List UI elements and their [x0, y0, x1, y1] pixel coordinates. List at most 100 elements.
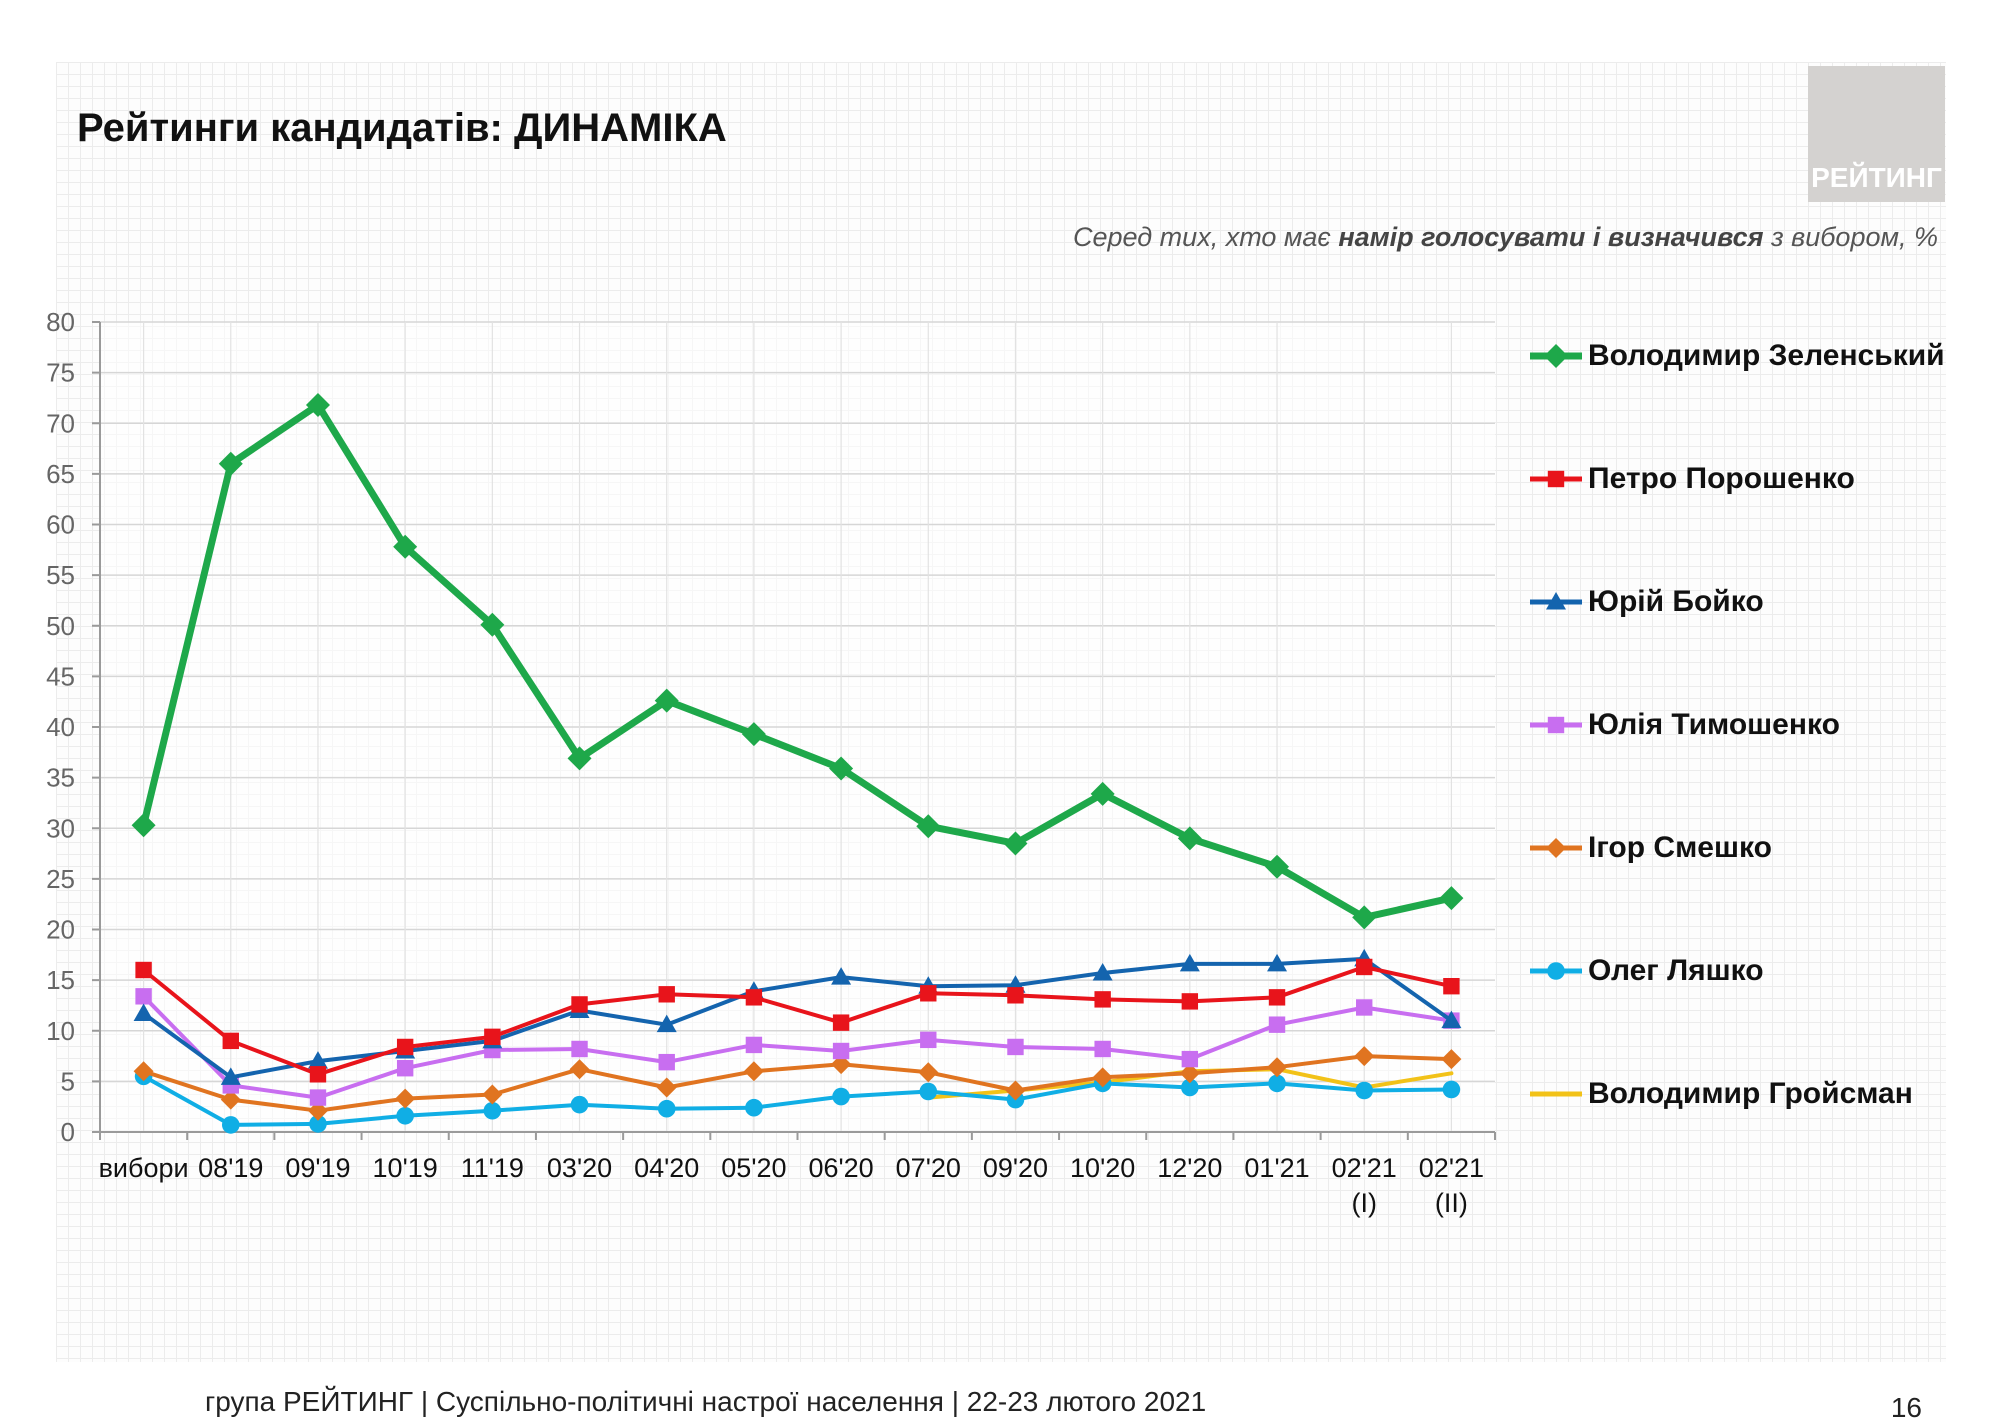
series-4-line	[141, 1054, 1454, 1113]
series-1-point	[309, 1066, 327, 1083]
series-0-point	[567, 746, 592, 771]
series-0-point	[131, 813, 156, 838]
series-5-point	[1442, 1080, 1461, 1099]
y-tick-label: 80	[46, 307, 75, 337]
series-0-point	[916, 814, 941, 839]
series-0-point	[1352, 905, 1377, 930]
series-4-point	[1354, 1046, 1375, 1067]
series-0-point	[1003, 831, 1028, 856]
series-0-line	[140, 401, 1455, 921]
legend-label: Олег Ляшко	[1588, 954, 1764, 987]
series-5-point	[1355, 1081, 1374, 1100]
legend-label: Петро Порошенко	[1588, 462, 1855, 495]
footer: група РЕЙТИНГ | Суспільно-політичні наст…	[205, 1386, 1207, 1417]
series-0-point	[480, 612, 505, 637]
series-1-point	[832, 1014, 850, 1031]
chart-subtitle: Серед тих, хто має намір голосувати і ви…	[1073, 222, 1938, 253]
page-title: Рейтинги кандидатів: ДИНАМІКА	[77, 106, 727, 150]
series-1-point	[396, 1038, 414, 1056]
series-3-point	[571, 1040, 588, 1058]
x-tick-label: 02'21	[1419, 1153, 1484, 1183]
series-5-point	[745, 1098, 763, 1117]
series-2-point	[1441, 1010, 1462, 1029]
series-0-point	[741, 722, 766, 747]
series-5-point	[570, 1095, 589, 1114]
x-tick-label: 07'20	[896, 1153, 961, 1183]
legend-label: Ігор Смешко	[1588, 831, 1772, 864]
series-2-point	[831, 967, 852, 985]
legend-marker	[1547, 470, 1565, 488]
legend-label: Володимир Гройсман	[1588, 1077, 1913, 1110]
legend-label: Юлія Тимошенко	[1588, 708, 1840, 741]
series-0-point	[654, 688, 679, 713]
series-1-point	[484, 1028, 501, 1046]
series-4-point	[1267, 1057, 1288, 1078]
series-3-point	[920, 1031, 937, 1049]
legend-swatch	[1530, 716, 1582, 734]
y-tick-label: 35	[46, 763, 75, 793]
series-5-point	[1181, 1078, 1199, 1097]
subtitle-prefix: Серед тих, хто має	[1073, 222, 1339, 252]
series-2-point	[1092, 963, 1113, 981]
legend-item: Петро Порошенко	[1528, 459, 1855, 499]
legend-item: Юлія Тимошенко	[1528, 705, 1840, 745]
series-3-point	[1094, 1040, 1111, 1058]
x-tick-label: 02'21	[1332, 1153, 1397, 1183]
legend-marker	[1546, 592, 1566, 610]
x-tick-label: 08'19	[198, 1153, 263, 1183]
x-tick-label: 06'20	[808, 1153, 873, 1183]
legend-marker	[1546, 838, 1566, 858]
series-1-point	[1443, 978, 1460, 995]
legend-marker	[1547, 962, 1565, 980]
series-4-point	[1005, 1080, 1026, 1101]
series-4-point	[133, 1061, 154, 1082]
series-5-point	[396, 1107, 414, 1125]
y-tick-label: 60	[46, 510, 75, 540]
series-0-point	[305, 393, 330, 418]
legend-marker	[1544, 344, 1568, 368]
legend-item: Ігор Смешко	[1528, 828, 1772, 868]
series-4-point	[743, 1061, 764, 1082]
logo: РЕЙТИНГ	[1808, 66, 1945, 202]
legend-marker	[1547, 716, 1565, 734]
series-3-point	[396, 1060, 414, 1077]
y-tick-label: 75	[46, 358, 75, 388]
series-1-point	[658, 986, 675, 1003]
x-tick-label: вибори	[99, 1153, 189, 1183]
series-1-point	[135, 961, 152, 979]
series-1-point	[222, 1032, 239, 1050]
legend-item: Олег Ляшко	[1528, 951, 1764, 991]
y-tick-label: 30	[46, 813, 75, 843]
series-1-line	[141, 965, 1454, 1077]
y-tick-label: 40	[46, 712, 75, 742]
series-1-point	[1007, 987, 1024, 1004]
series-3-point	[309, 1089, 327, 1106]
series-0-point	[1439, 886, 1464, 911]
legend-swatch	[1530, 470, 1582, 488]
series-0-point	[1177, 826, 1202, 851]
series-3-point	[1181, 1050, 1199, 1068]
series-5-point	[657, 1099, 676, 1118]
page-number: 16	[1890, 1392, 1922, 1423]
series-4-point	[1179, 1063, 1200, 1084]
series-2-point	[133, 1003, 154, 1022]
x-tick-label: 09'20	[983, 1153, 1048, 1183]
series-2-point	[220, 1067, 241, 1085]
series-0-point	[393, 534, 418, 559]
y-tick-label: 70	[46, 408, 75, 438]
series-3-point	[135, 988, 152, 1005]
series-3-line	[141, 994, 1454, 1100]
series-2-line	[141, 956, 1454, 1080]
y-tick-label: 45	[46, 661, 75, 691]
series-5-point	[1268, 1074, 1286, 1093]
y-tick-label: 25	[46, 864, 75, 894]
legend-swatch	[1530, 838, 1582, 858]
subtitle-bold: намір голосувати і визначився	[1338, 222, 1764, 252]
series-1-point	[1181, 993, 1199, 1010]
series-1-point	[1356, 958, 1373, 976]
legend-swatch	[1530, 344, 1582, 368]
series-0-point	[218, 451, 243, 476]
series-3-point	[832, 1042, 850, 1060]
series-2-point	[1179, 953, 1200, 972]
